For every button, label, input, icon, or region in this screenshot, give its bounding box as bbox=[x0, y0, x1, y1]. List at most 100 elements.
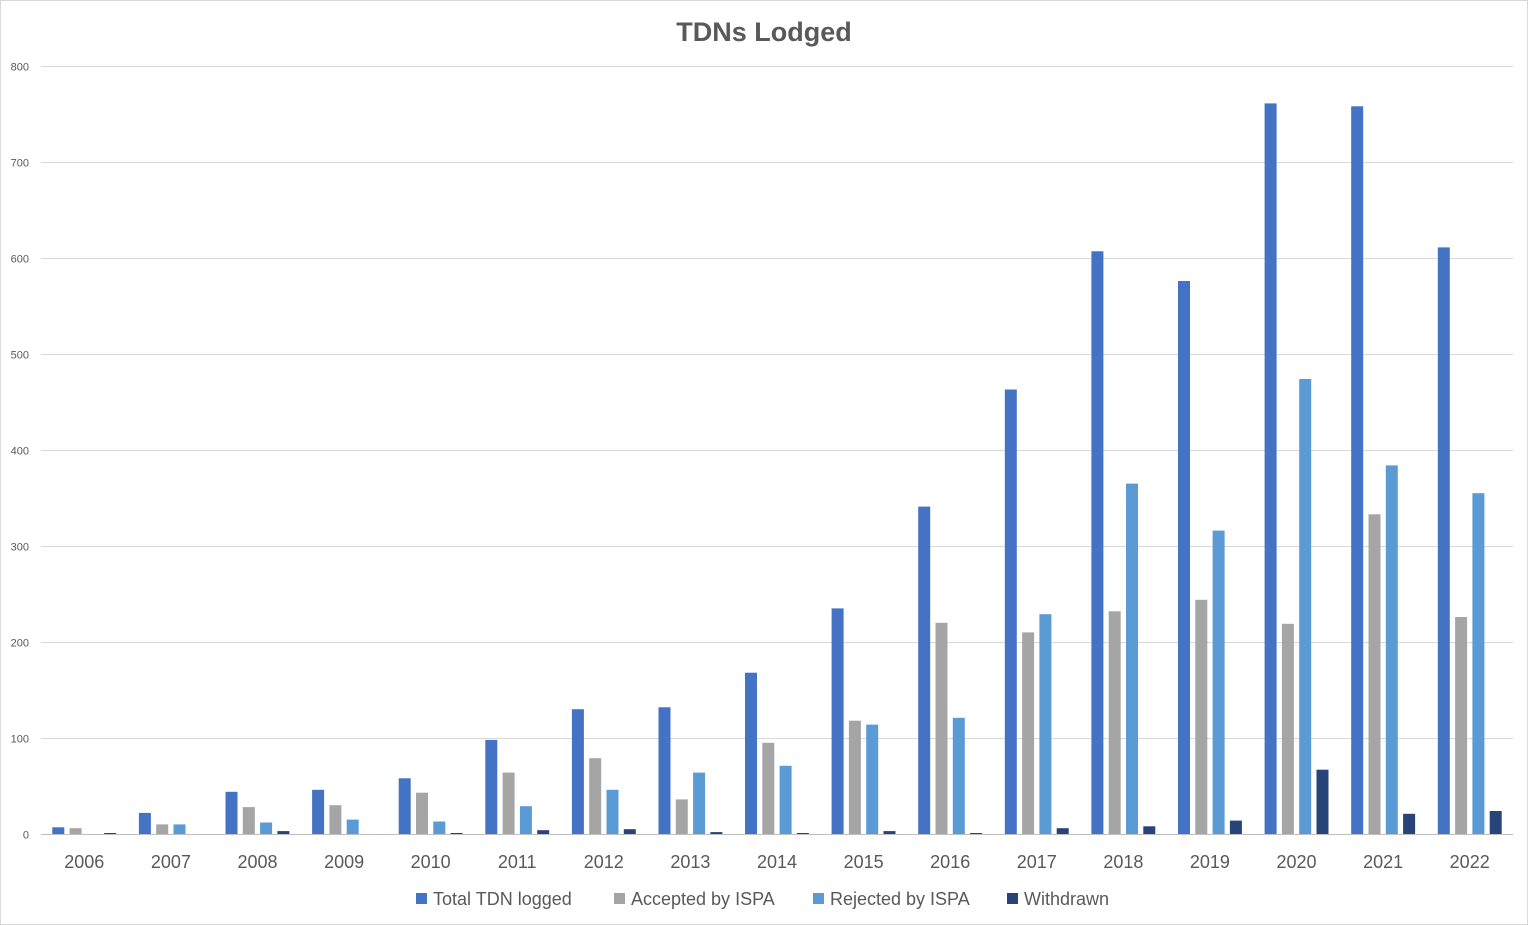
bar-accepted-by-ispa-2012 bbox=[589, 758, 602, 834]
x-tick-label: 2010 bbox=[411, 852, 451, 872]
legend-swatch bbox=[416, 893, 427, 904]
bar-withdrawn-2015 bbox=[883, 831, 896, 834]
x-tick-label: 2012 bbox=[584, 852, 624, 872]
x-tick-label: 2009 bbox=[324, 852, 364, 872]
bar-rejected-by-ispa-2018 bbox=[1126, 483, 1138, 834]
bar-withdrawn-2010 bbox=[450, 833, 463, 834]
bar-rejected-by-ispa-2007 bbox=[173, 824, 186, 834]
bar-total-tdn-logged-2021 bbox=[1351, 106, 1364, 835]
bar-rejected-by-ispa-2012 bbox=[606, 789, 619, 834]
legend: Total TDN logged Accepted by ISPA Rejected… bbox=[416, 889, 1109, 909]
bar-withdrawn-2018 bbox=[1143, 826, 1156, 834]
bar-accepted-by-ispa-2007 bbox=[156, 824, 169, 834]
y-axis-ticks: 0 100 200 300 400 500 600 700 800 bbox=[11, 62, 29, 842]
bar-rejected-by-ispa-2016 bbox=[952, 717, 965, 834]
bar-accepted-by-ispa-2014 bbox=[762, 742, 775, 834]
bar-accepted-by-ispa-2022 bbox=[1455, 617, 1468, 834]
bar-withdrawn-2011 bbox=[537, 830, 550, 834]
bar-rejected-by-ispa-2022 bbox=[1472, 493, 1485, 834]
bar-rejected-by-ispa-2013 bbox=[693, 772, 706, 834]
bar-rejected-by-ispa-2017 bbox=[1039, 614, 1052, 834]
bar-total-tdn-logged-2007 bbox=[138, 812, 151, 834]
x-axis-labels: 2006 2007 2008 2009 2010 2011 2012 2013 2014 2015… bbox=[64, 852, 1489, 872]
legend-swatch bbox=[614, 893, 625, 904]
legend-label: Withdrawn bbox=[1024, 889, 1109, 909]
bar-rejected-by-ispa-2015 bbox=[866, 724, 879, 834]
x-tick-label: 2018 bbox=[1103, 852, 1143, 872]
bar-total-tdn-logged-2016 bbox=[918, 506, 931, 834]
x-tick-label: 2021 bbox=[1363, 852, 1403, 872]
x-tick-label: 2008 bbox=[237, 852, 277, 872]
x-tick-label: 2015 bbox=[844, 852, 884, 872]
bar-rejected-by-ispa-2019 bbox=[1212, 530, 1225, 834]
bar-withdrawn-2008 bbox=[277, 831, 290, 834]
bar-accepted-by-ispa-2016 bbox=[935, 622, 948, 834]
bar-total-tdn-logged-2006 bbox=[52, 827, 65, 834]
bar-total-tdn-logged-2012 bbox=[571, 709, 584, 834]
x-tick-label: 2007 bbox=[151, 852, 191, 872]
bar-withdrawn-2006 bbox=[104, 833, 117, 834]
y-tick-label: 700 bbox=[11, 158, 29, 170]
legend-swatch bbox=[813, 893, 824, 904]
y-tick-label: 100 bbox=[11, 734, 29, 746]
bar-withdrawn-2020 bbox=[1316, 769, 1329, 834]
legend-swatch bbox=[1007, 893, 1018, 904]
bar-withdrawn-2014 bbox=[796, 833, 809, 834]
bar-total-tdn-logged-2015 bbox=[831, 608, 844, 834]
bar-total-tdn-logged-2008 bbox=[225, 791, 238, 834]
x-tick-label: 2020 bbox=[1276, 852, 1316, 872]
legend-label: Accepted by ISPA bbox=[631, 889, 775, 909]
legend-label: Rejected by ISPA bbox=[830, 889, 970, 909]
bar-rejected-by-ispa-2011 bbox=[519, 806, 532, 834]
bar-withdrawn-2012 bbox=[623, 829, 636, 834]
bar-accepted-by-ispa-2015 bbox=[848, 720, 861, 834]
x-tick-label: 2019 bbox=[1190, 852, 1230, 872]
bar-withdrawn-2019 bbox=[1229, 820, 1242, 834]
bar-rejected-by-ispa-2010 bbox=[433, 821, 446, 834]
bar-rejected-by-ispa-2020 bbox=[1299, 379, 1312, 834]
y-tick-label: 400 bbox=[11, 446, 29, 458]
bar-accepted-by-ispa-2013 bbox=[675, 799, 688, 834]
bar-withdrawn-2016 bbox=[970, 833, 983, 834]
y-tick-label: 800 bbox=[11, 62, 29, 74]
x-tick-label: 2016 bbox=[930, 852, 970, 872]
bar-total-tdn-logged-2014 bbox=[745, 672, 757, 834]
x-tick-label: 2017 bbox=[1017, 852, 1057, 872]
y-tick-label: 500 bbox=[11, 350, 29, 362]
bar-withdrawn-2013 bbox=[710, 832, 723, 834]
bar-total-tdn-logged-2013 bbox=[658, 707, 671, 834]
gridlines bbox=[41, 66, 1513, 835]
bar-rejected-by-ispa-2009 bbox=[346, 819, 359, 834]
legend-label: Total TDN logged bbox=[433, 889, 572, 909]
y-tick-label: 0 bbox=[23, 830, 29, 842]
bar-total-tdn-logged-2017 bbox=[1004, 389, 1017, 834]
bars bbox=[52, 103, 1502, 835]
bar-accepted-by-ispa-2008 bbox=[242, 807, 255, 834]
y-tick-label: 200 bbox=[11, 638, 29, 650]
chart-title: TDNs Lodged bbox=[676, 17, 852, 47]
x-tick-label: 2013 bbox=[670, 852, 710, 872]
y-tick-label: 600 bbox=[11, 254, 29, 266]
bar-rejected-by-ispa-2021 bbox=[1385, 465, 1398, 834]
bar-accepted-by-ispa-2021 bbox=[1368, 514, 1381, 834]
bar-total-tdn-logged-2022 bbox=[1437, 247, 1450, 834]
x-tick-label: 2011 bbox=[498, 852, 537, 872]
bar-accepted-by-ispa-2018 bbox=[1108, 611, 1121, 834]
bar-total-tdn-logged-2010 bbox=[398, 778, 411, 834]
bar-total-tdn-logged-2018 bbox=[1091, 251, 1104, 835]
x-tick-label: 2014 bbox=[757, 852, 797, 872]
bar-total-tdn-logged-2009 bbox=[312, 789, 325, 834]
y-tick-label: 300 bbox=[11, 542, 29, 554]
bar-withdrawn-2022 bbox=[1489, 811, 1502, 834]
bar-withdrawn-2021 bbox=[1403, 813, 1416, 834]
bar-accepted-by-ispa-2011 bbox=[502, 772, 515, 834]
x-tick-label: 2006 bbox=[64, 852, 104, 872]
bar-accepted-by-ispa-2019 bbox=[1195, 599, 1208, 834]
bar-total-tdn-logged-2019 bbox=[1178, 281, 1190, 834]
bar-accepted-by-ispa-2010 bbox=[416, 792, 428, 834]
bar-rejected-by-ispa-2008 bbox=[260, 822, 273, 834]
bar-accepted-by-ispa-2017 bbox=[1022, 632, 1035, 834]
bar-total-tdn-logged-2020 bbox=[1264, 103, 1277, 834]
